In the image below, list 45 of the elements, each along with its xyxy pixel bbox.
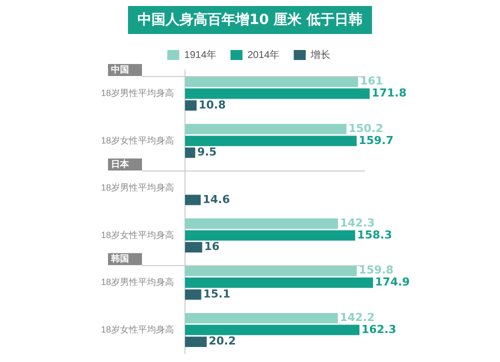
bar (185, 136, 357, 146)
data-label: 171.8 (372, 86, 406, 100)
data-label: 150.2 (348, 122, 384, 135)
data-label: 162.3 (361, 322, 396, 336)
bar (185, 230, 356, 241)
data-label: 15.1 (203, 287, 230, 300)
bar (185, 218, 338, 229)
data-label: 158.3 (357, 228, 392, 242)
y-tick-label: 18岁男性平均身高 (100, 88, 174, 98)
data-label: 174.9 (375, 276, 410, 289)
text: 中国 (111, 64, 129, 76)
data-label: 142.2 (340, 311, 375, 324)
data-label: 14.6 (202, 192, 230, 206)
bar (185, 148, 196, 158)
bar (185, 76, 358, 88)
bar (185, 88, 370, 99)
bar (185, 289, 202, 300)
chart-title: 中国人身高百年增10 厘米 低于日韩 (128, 6, 372, 34)
bar (185, 324, 360, 336)
data-label: 10.8 (198, 98, 226, 112)
bar (185, 194, 201, 206)
data-label: 16 (204, 240, 220, 254)
legend-label: 1914年 (184, 48, 217, 61)
bar (185, 100, 197, 111)
text: 日本 (111, 158, 130, 170)
data-label: 20.2 (208, 334, 236, 348)
bar (185, 124, 346, 134)
bar (185, 278, 374, 288)
bar (185, 266, 357, 276)
legend-label: 2014年 (248, 48, 280, 61)
text: 韩国 (110, 253, 129, 264)
data-label: 161 (360, 74, 384, 88)
y-tick-label: 18岁女性平均身高 (100, 135, 174, 146)
bar (185, 336, 207, 347)
bar (185, 312, 338, 324)
bar (185, 242, 202, 252)
data-label: 159.7 (358, 134, 394, 147)
legend-label: 增长 (310, 48, 331, 61)
data-label: 9.5 (197, 146, 217, 159)
y-tick-label: 18岁男性平均身高 (100, 182, 174, 193)
data-label: 142.3 (340, 216, 375, 230)
data-label: 159.8 (358, 264, 394, 277)
y-tick-label: 18岁女性平均身高 (100, 230, 174, 240)
y-tick-label: 18岁男性平均身高 (100, 277, 174, 288)
y-tick-label: 18岁女性平均身高 (100, 324, 174, 334)
